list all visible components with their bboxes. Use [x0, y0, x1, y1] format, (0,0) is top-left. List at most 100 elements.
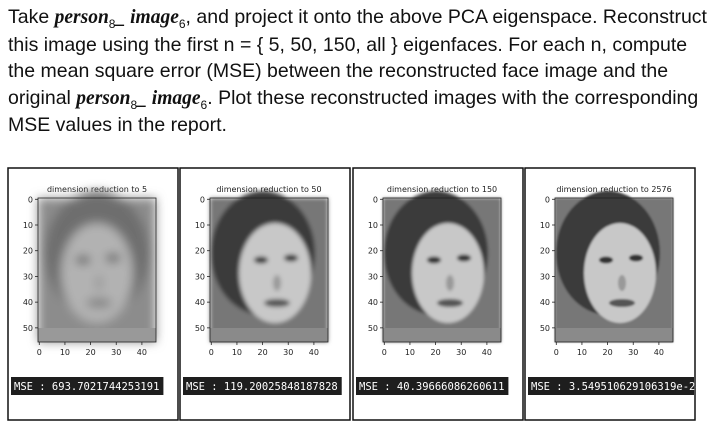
- face: [61, 223, 133, 323]
- image-bg-bottom: [383, 328, 501, 342]
- x-tick-label: 30: [628, 348, 638, 357]
- y-tick-label: 0: [373, 195, 378, 204]
- x-tick-label: 20: [602, 348, 612, 357]
- y-tick-label: 40: [368, 298, 378, 307]
- y-tick-label: 0: [200, 195, 205, 204]
- x-tick-label: 40: [137, 348, 147, 357]
- image-bg-bottom: [555, 328, 673, 342]
- x-tick-label: 0: [382, 348, 387, 357]
- y-tick-label: 10: [23, 221, 33, 230]
- x-tick-label: 10: [577, 348, 587, 357]
- y-tick-label: 40: [23, 298, 33, 307]
- eye: [254, 256, 268, 264]
- y-tick-label: 20: [368, 247, 378, 256]
- sub: 8: [130, 97, 138, 112]
- nose: [95, 275, 103, 291]
- var: person: [76, 87, 131, 109]
- y-tick-label: 40: [540, 298, 550, 307]
- y-tick-label: 10: [540, 221, 550, 230]
- nose: [273, 275, 281, 291]
- y-tick-label: 0: [545, 195, 550, 204]
- mse-value: MSE : 3.549510629106319e-24: [531, 381, 702, 393]
- sub: 8: [108, 16, 116, 31]
- var: person: [54, 7, 109, 28]
- face-image: [38, 191, 156, 342]
- instructions: Take person8_ image6, and project it ont…: [8, 4, 708, 139]
- x-tick-label: 0: [209, 348, 214, 357]
- x-tick-label: 30: [283, 348, 293, 357]
- y-tick-label: 20: [23, 247, 33, 256]
- y-tick-label: 50: [23, 324, 33, 333]
- panel-title: dimension reduction to 2576: [556, 185, 671, 194]
- panel-title: dimension reduction to 50: [216, 185, 321, 194]
- mouth: [86, 299, 112, 307]
- x-tick-label: 40: [482, 348, 492, 357]
- y-tick-label: 20: [540, 247, 550, 256]
- y-tick-label: 20: [195, 247, 205, 256]
- mse-box: [356, 377, 509, 395]
- eye: [106, 254, 120, 262]
- eye: [457, 254, 471, 262]
- mse-value: MSE : 119.20025848187828: [186, 381, 338, 393]
- face-image: [555, 191, 673, 342]
- x-tick-label: 10: [232, 348, 242, 357]
- eye: [76, 256, 90, 264]
- panel-frame: [7, 167, 179, 421]
- y-tick-label: 50: [540, 324, 550, 333]
- panel-title: dimension reduction to 5: [47, 185, 147, 194]
- sub: 6: [200, 97, 208, 112]
- x-tick-label: 10: [60, 348, 70, 357]
- y-tick-label: 30: [540, 272, 550, 281]
- image-bg-bottom: [210, 328, 328, 342]
- axes: [209, 197, 329, 343]
- axes: [554, 197, 674, 343]
- y-tick-label: 50: [368, 324, 378, 333]
- y-tick-label: 40: [195, 298, 205, 307]
- x-tick-label: 20: [85, 348, 95, 357]
- eye: [427, 256, 441, 264]
- panel-frame: [179, 167, 351, 421]
- mouth: [437, 299, 463, 307]
- var: _ image: [137, 87, 201, 109]
- face-image: [210, 191, 328, 342]
- face: [412, 223, 484, 323]
- mouth: [609, 299, 635, 307]
- y-tick-label: 0: [28, 195, 33, 204]
- mouth: [264, 299, 290, 307]
- x-tick-label: 20: [257, 348, 267, 357]
- text: , and project it onto the above PCA eige…: [8, 6, 707, 109]
- panel-title: dimension reduction to 150: [387, 185, 497, 194]
- mse-value: MSE : 40.39666086260611: [359, 381, 504, 393]
- face-image: [383, 191, 501, 342]
- image-bg-bottom: [38, 328, 156, 342]
- face: [239, 223, 311, 323]
- x-tick-label: 40: [654, 348, 664, 357]
- x-tick-label: 30: [456, 348, 466, 357]
- x-tick-label: 0: [554, 348, 559, 357]
- panel-frame: [524, 167, 696, 421]
- mse-box: [183, 377, 342, 395]
- eye: [629, 254, 643, 262]
- sub: 6: [178, 16, 186, 31]
- axes: [382, 197, 502, 343]
- mse-value: MSE : 693.7021744253191: [14, 381, 159, 393]
- axes: [37, 197, 157, 343]
- x-tick-label: 30: [111, 348, 121, 357]
- eye: [284, 254, 298, 262]
- eye: [599, 256, 613, 264]
- face: [584, 223, 656, 323]
- x-tick-label: 10: [405, 348, 415, 357]
- x-tick-label: 20: [430, 348, 440, 357]
- y-tick-label: 50: [195, 324, 205, 333]
- y-tick-label: 10: [195, 221, 205, 230]
- y-tick-label: 30: [368, 272, 378, 281]
- nose: [446, 275, 454, 291]
- panel-frame: [352, 167, 524, 421]
- x-tick-label: 40: [309, 348, 319, 357]
- x-tick-label: 0: [37, 348, 42, 357]
- text: . Plot these reconstructed images with t…: [8, 86, 699, 137]
- mse-box: [528, 377, 694, 395]
- mse-box: [11, 377, 164, 395]
